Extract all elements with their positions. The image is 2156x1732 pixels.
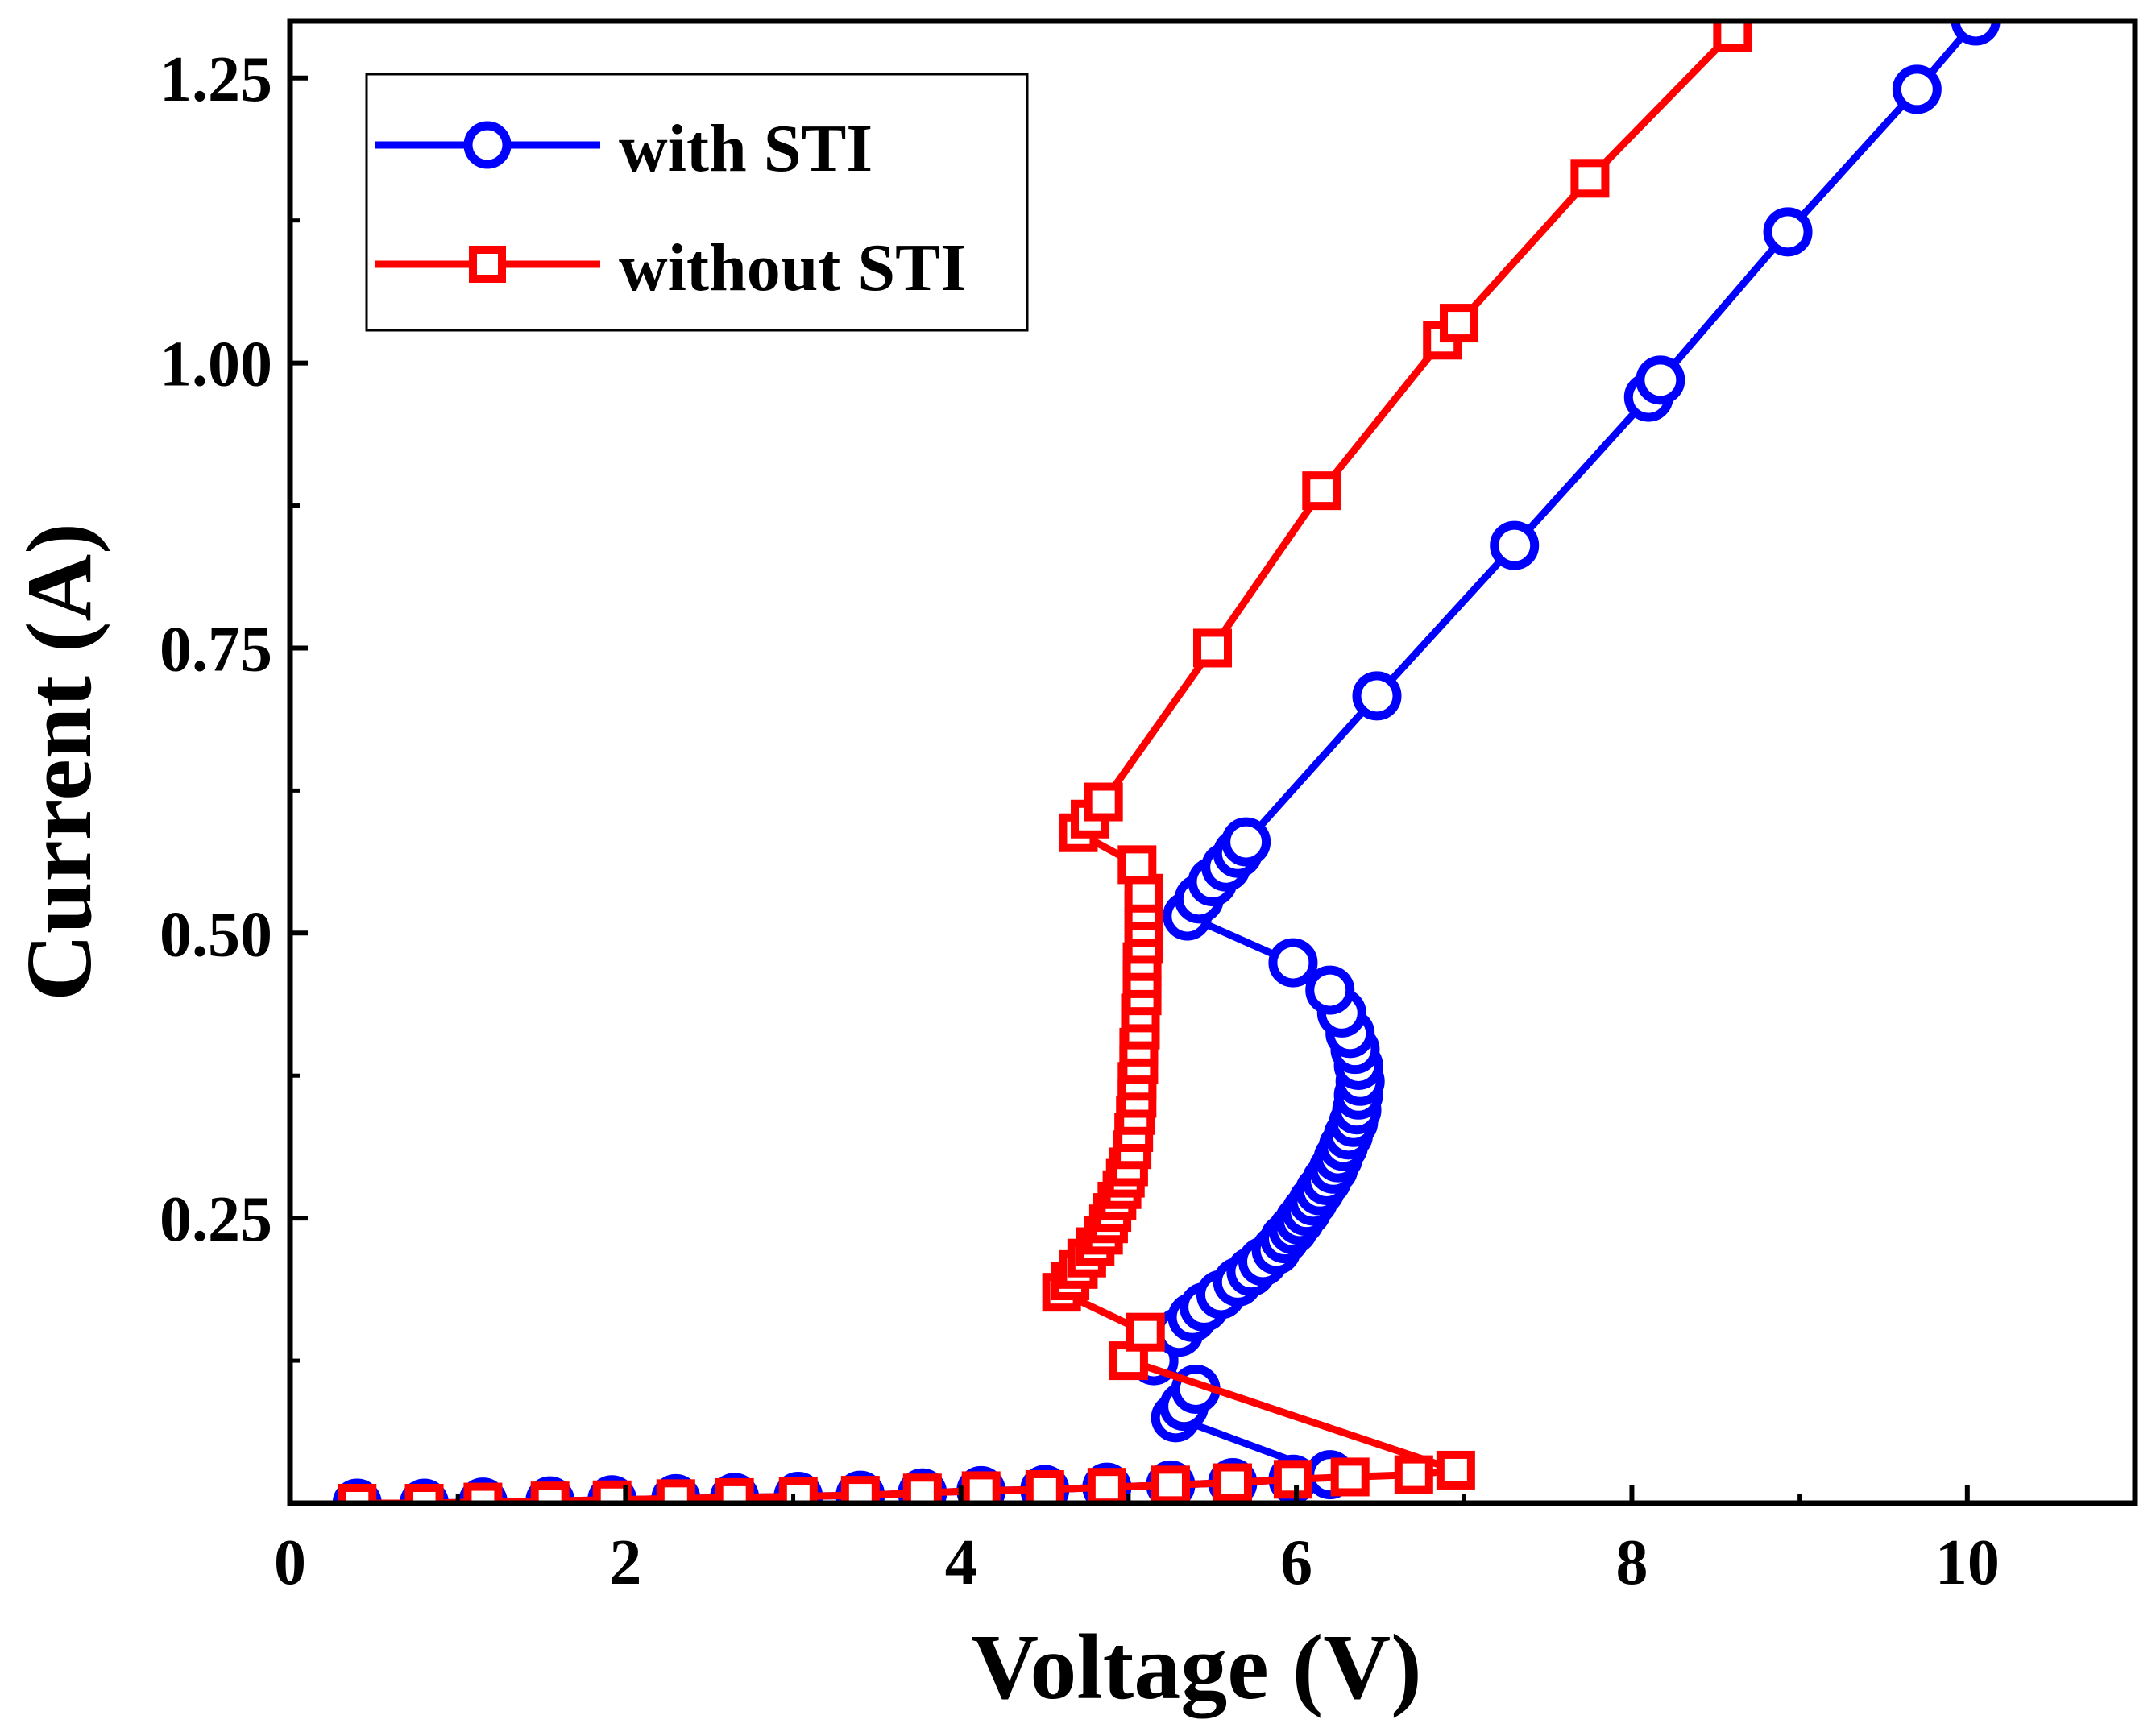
data-point <box>1273 1460 1312 1499</box>
data-point <box>1087 1468 1126 1503</box>
data-point <box>1892 64 1942 114</box>
axis-layer: 0 2 4 6 8 10 0.25 0.50 0.75 1.00 1.25 <box>160 44 2000 1598</box>
x-tick-label: 10 <box>1935 1527 2000 1598</box>
data-point <box>1025 1470 1064 1503</box>
data-point <box>1221 817 1271 867</box>
data-point <box>1193 628 1232 668</box>
data-point <box>338 1484 377 1503</box>
x-tick-label: 4 <box>945 1527 977 1598</box>
legend-marker-with-sti <box>463 121 512 169</box>
x-tick-label: 0 <box>274 1527 306 1598</box>
legend: with STI without STI <box>365 73 1029 332</box>
data-point <box>1268 938 1318 988</box>
data-point <box>1213 1463 1252 1502</box>
data-point <box>1713 21 1752 52</box>
data-point <box>902 1473 942 1503</box>
data-point <box>1151 1465 1190 1503</box>
y-tick-label: 1.25 <box>160 44 272 115</box>
x-tick-label: 2 <box>609 1527 641 1598</box>
data-point <box>1117 845 1157 885</box>
y-tick-label: 1.00 <box>160 329 272 400</box>
data-point <box>656 1479 695 1503</box>
data-point <box>1126 1312 1165 1352</box>
data-point <box>1440 304 1479 343</box>
legend-label-without-sti: without STI <box>619 230 967 305</box>
plot-frame <box>287 18 2138 1506</box>
data-point <box>1490 520 1540 570</box>
y-tick-label: 0.75 <box>160 614 272 685</box>
data-point <box>1570 159 1610 198</box>
data-point <box>778 1477 818 1503</box>
y-tick-label: 0.50 <box>160 899 272 970</box>
data-point <box>1636 355 1685 405</box>
data-point <box>1394 1455 1433 1494</box>
legend-label-with-sti: with STI <box>619 111 873 186</box>
data-point <box>1352 671 1402 721</box>
y-axis-label: Current (A) <box>8 523 111 1001</box>
data-point <box>961 1471 1001 1503</box>
data-point <box>1951 21 2001 46</box>
data-point <box>840 1476 880 1503</box>
x-axis-label: Voltage (V) <box>971 1616 1422 1719</box>
data-point <box>404 1484 444 1503</box>
data-point <box>715 1477 754 1503</box>
x-tick-label: 8 <box>1615 1527 1648 1598</box>
data-point <box>1763 207 1813 257</box>
legend-marker-without-sti <box>469 246 506 283</box>
y-tick-label: 0.25 <box>160 1184 272 1255</box>
data-point <box>1305 965 1355 1015</box>
data-point <box>1330 1457 1370 1497</box>
x-tick-label: 6 <box>1280 1527 1312 1598</box>
legend-box <box>365 73 1029 332</box>
data-point <box>1084 782 1123 822</box>
data-point <box>1436 1450 1475 1490</box>
series-layer <box>332 21 2001 1503</box>
data-point <box>1302 471 1341 511</box>
